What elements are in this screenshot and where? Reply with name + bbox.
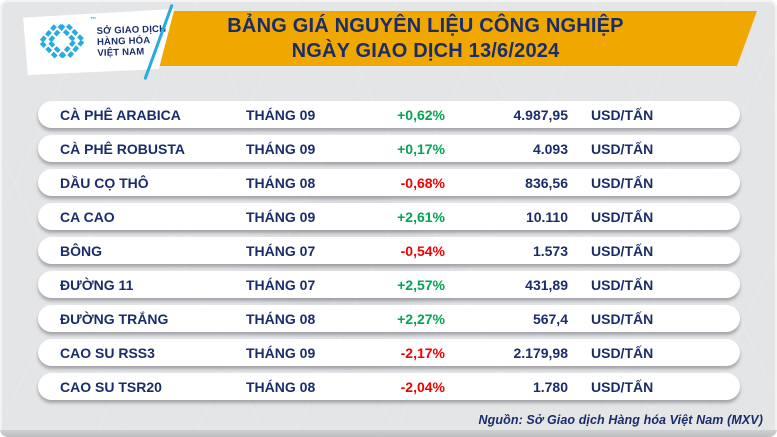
percent-change: +0,17% [397, 140, 445, 157]
price-unit: USD/TẤN [591, 174, 654, 191]
contract-month: THÁNG 07 [246, 276, 316, 293]
price-value: 4.987,95 [513, 106, 569, 123]
price-unit: USD/TẤN [591, 140, 654, 157]
contract-month: THÁNG 07 [246, 242, 316, 259]
price-value: 1.780 [532, 378, 568, 395]
commodity-name: ĐƯỜNG 11 [60, 276, 134, 293]
commodity-name: CÀ PHÊ ARABICA [60, 106, 181, 123]
table-row: CAO SU RSS3 THÁNG 09 -2,17% 2.179,98 USD… [38, 339, 740, 366]
table-row: ĐƯỜNG 11 THÁNG 07 +2,57% 431,89 USD/TẤN [38, 271, 740, 298]
percent-change: +2,27% [397, 310, 445, 327]
table-row: CÀ PHÊ ROBUSTA THÁNG 09 +0,17% 4.093 USD… [38, 135, 740, 162]
percent-change: +2,57% [397, 276, 445, 293]
contract-month: THÁNG 09 [246, 106, 316, 123]
percent-change: -2,17% [400, 344, 445, 361]
price-value: 10.110 [525, 208, 568, 225]
page-title-line1: BẢNG GIÁ NGUYÊN LIỆU CÔNG NGHIỆP [227, 14, 624, 37]
price-unit: USD/TẤN [591, 106, 654, 123]
price-value: 836,56 [525, 174, 568, 191]
percent-change: -0,54% [400, 242, 445, 259]
percent-change: -2,04% [400, 378, 445, 395]
price-value: 4.093 [532, 140, 568, 157]
title-banner-inner: BẢNG GIÁ NGUYÊN LIỆU CÔNG NGHIỆP NGÀY GI… [150, 11, 757, 66]
mxv-logo-card-inner: ™ SỞ GIAO DỊCH HÀNG HÓA VIỆT NAM [23, 9, 174, 75]
commodity-name: CÀ PHÊ ROBUSTA [60, 140, 185, 157]
price-unit: USD/TẤN [591, 344, 654, 361]
price-value: 431,89 [525, 276, 568, 293]
contract-month: THÁNG 09 [246, 208, 316, 225]
contract-month: THÁNG 08 [246, 174, 316, 191]
title-banner: BẢNG GIÁ NGUYÊN LIỆU CÔNG NGHIỆP NGÀY GI… [129, 11, 758, 66]
price-value: 2.179,98 [513, 344, 569, 361]
percent-change: +0,62% [397, 106, 445, 123]
commodity-name: CAO SU TSR20 [60, 378, 162, 395]
page-title-line2: NGÀY GIAO DỊCH 13/6/2024 [291, 39, 560, 62]
contract-month: THÁNG 09 [246, 140, 316, 157]
commodity-name: CAO SU RSS3 [60, 344, 155, 361]
bottom-edge-strip [0, 430, 777, 437]
percent-change: +2,61% [397, 208, 445, 225]
table-row: CÀ PHÊ ARABICA THÁNG 09 +0,62% 4.987,95 … [38, 101, 740, 128]
mxv-logo-text-line3: VIỆT NAM [97, 45, 145, 59]
commodity-name: CA CAO [60, 208, 115, 225]
price-table: CÀ PHÊ ARABICA THÁNG 09 +0,62% 4.987,95 … [38, 101, 740, 407]
table-row: BÔNG THÁNG 07 -0,54% 1.573 USD/TẤN [38, 237, 740, 264]
price-unit: USD/TẤN [591, 310, 654, 327]
price-unit: USD/TẤN [591, 242, 654, 259]
mxv-logo-card: ™ SỞ GIAO DỊCH HÀNG HÓA VIỆT NAM [23, 9, 175, 75]
contract-month: THÁNG 08 [246, 310, 316, 327]
price-unit: USD/TẤN [591, 208, 654, 225]
commodity-name: BÔNG [60, 242, 102, 259]
source-note: Nguồn: Sở Giao dịch Hàng hóa Việt Nam (M… [478, 413, 763, 427]
price-value: 567,4 [532, 310, 568, 327]
contract-month: THÁNG 09 [246, 344, 316, 361]
table-row: ĐƯỜNG TRẮNG THÁNG 08 +2,27% 567,4 USD/TẤ… [38, 305, 740, 332]
contract-month: THÁNG 08 [246, 378, 316, 395]
commodity-name: DẦU CỌ THÔ [60, 174, 149, 191]
trademark-symbol: ™ [90, 16, 97, 23]
table-row: DẦU CỌ THÔ THÁNG 08 -0,68% 836,56 USD/TẤ… [38, 169, 740, 196]
price-unit: USD/TẤN [591, 276, 654, 293]
table-row: CAO SU TSR20 THÁNG 08 -2,04% 1.780 USD/T… [38, 373, 740, 400]
table-row: CA CAO THÁNG 09 +2,61% 10.110 USD/TẤN [38, 203, 740, 230]
price-unit: USD/TẤN [591, 378, 654, 395]
percent-change: -0,68% [400, 174, 445, 191]
mxv-chevron-diamond-icon: ™ [33, 17, 96, 68]
commodity-name: ĐƯỜNG TRẮNG [60, 310, 169, 327]
price-value: 1.573 [532, 242, 568, 259]
